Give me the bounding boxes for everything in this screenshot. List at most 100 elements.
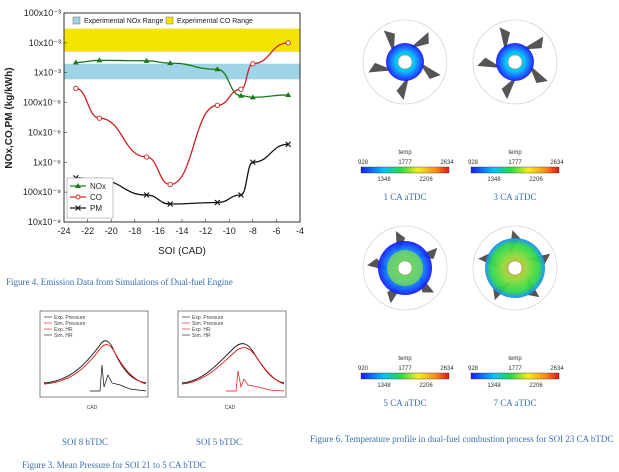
scale-tick-label: 2634: [550, 160, 564, 166]
data-point-co: [250, 61, 256, 67]
pressure-legend-label: Exp. HR: [54, 327, 73, 333]
panel-label: 1 CA aTDC: [383, 192, 426, 202]
y-axis-title: NOx,CO,PM (kg/kWh): [4, 67, 15, 168]
x-tick-label: -8: [249, 226, 257, 236]
temperature-panel: temp 920 1777 2634 1348 2206 5 CA aTDC: [358, 225, 454, 408]
scale-tick-label: 2206: [419, 383, 433, 389]
svg-text:CAD: CAD: [225, 405, 236, 411]
temperature-panel: temp 928 1777 2634 1348 2206 7 CA aTDC: [468, 225, 564, 408]
x-tick-label: -16: [152, 226, 165, 236]
pressure-legend-label: Exp. Pressure: [54, 315, 86, 321]
panel-label: 7 CA aTDC: [493, 398, 536, 408]
scale-tick-label: 1777: [398, 160, 412, 166]
panel-label: 3 CA aTDC: [493, 192, 536, 202]
data-point-nox: [238, 92, 244, 98]
x-tick-label: -20: [105, 226, 118, 236]
pressure-legend-label: Exp. Pressure: [192, 315, 224, 321]
scale-tick-label: 2634: [550, 366, 564, 372]
scale-tick-label: 1777: [508, 160, 522, 166]
data-point-co: [96, 115, 103, 121]
scale-tick-label: 1348: [377, 383, 391, 389]
scale-title: temp: [508, 150, 522, 156]
x-tick-label: -18: [128, 226, 141, 236]
x-tick-label: -12: [199, 226, 212, 236]
x-axis-title: SOI (CAD): [158, 246, 206, 257]
legend-label-co: CO: [90, 193, 102, 202]
nox-range-legend-label: Experimental NOx Range: [84, 18, 163, 25]
data-point-pm: [214, 199, 221, 206]
data-point-nox: [143, 57, 150, 63]
panel-label: 5 CA aTDC: [383, 398, 426, 408]
scale-tick-label: 2206: [529, 383, 543, 389]
band-co-range: [64, 28, 300, 52]
figure-3-caption: Figure 3. Mean Pressure for SOI 21 to 5 …: [22, 460, 206, 470]
x-tick-label: -4: [296, 226, 304, 236]
x-tick-label: -10: [223, 226, 236, 236]
pressure-legend-label: Sim. HR: [54, 333, 73, 339]
left-pressure-label: SOI 8 bTDC: [62, 437, 109, 447]
scale-title: temp: [398, 356, 412, 362]
scale-tick-label: 928: [358, 160, 369, 166]
y-tick-label: 10x10⁻⁶: [28, 127, 61, 137]
band-nox-range: [64, 63, 300, 80]
temperature-color-bar: [470, 372, 560, 380]
left-pressure-curve-black: [43, 340, 147, 384]
data-point-nox: [72, 59, 79, 65]
data-point-pm: [167, 201, 174, 207]
y-tick-label: 100x10⁻⁶: [23, 98, 61, 108]
temperature-color-bar: [360, 372, 450, 380]
series-legend: [66, 177, 114, 219]
pressure-legend-label: Sim. Pressure: [192, 321, 224, 327]
temperature-color-bar: [470, 166, 560, 174]
scale-tick-label: 920: [358, 366, 369, 372]
co-range-legend-label: Experimental CO Range: [177, 18, 253, 25]
y-tick-label: 1x10⁻³: [34, 68, 61, 78]
data-point-pm: [238, 192, 244, 198]
data-point-pm: [249, 159, 256, 166]
scale-tick-label: 1777: [398, 366, 412, 372]
scale-tick-label: 928: [468, 160, 479, 166]
data-point-pm: [285, 141, 292, 148]
scale-title: temp: [398, 150, 412, 156]
temperature-color-bar: [360, 166, 450, 174]
figure-4-caption: Figure 4. Emission Data from Simulations…: [6, 277, 233, 287]
temperature-profile-figure: temp 928 1777 2634 1348 2206 1 CA aTDC temp 928 1…: [358, 19, 564, 408]
scale-title: temp: [508, 356, 522, 362]
y-tick-label: 100x10⁻⁹: [23, 187, 61, 197]
right-hr-curve: [226, 370, 285, 392]
y-tick-label: 10x10⁻⁹: [28, 217, 61, 227]
scale-tick-label: 928: [468, 366, 479, 372]
left-pressure-plot: [39, 310, 149, 398]
emission-chart: 100x10⁻³ 10x10⁻³ 1x10⁻³ 100x10⁻⁶ 10x10⁻⁶ 1x10…: [4, 8, 304, 257]
temperature-panel: temp 928 1777 2634 1348 2206 3 CA aTDC: [468, 19, 564, 202]
left-pressure-curve-red: [43, 344, 147, 385]
data-point-co: [167, 181, 173, 188]
data-point-nox: [249, 94, 256, 100]
data-point-co: [285, 40, 291, 46]
data-point-co: [238, 86, 244, 92]
scale-tick-label: 2634: [440, 366, 454, 372]
data-point-nox: [214, 66, 221, 72]
nox-range-legend-swatch: [72, 16, 81, 25]
data-point-nox: [285, 91, 292, 97]
scale-tick-label: 1777: [508, 366, 522, 372]
pressure-legend-label: Exp. HR: [192, 327, 211, 333]
scale-tick-label: 2206: [419, 177, 433, 183]
x-tick-label: -22: [81, 226, 94, 236]
data-point-co: [143, 154, 150, 160]
y-tick-label: 10x10⁻³: [29, 38, 61, 48]
data-point-nox: [167, 60, 174, 66]
y-tick-label: 100x10⁻³: [24, 8, 61, 18]
data-point-nox: [96, 57, 103, 63]
data-point-co: [73, 85, 79, 91]
right-pressure-label: SOI 5 bTDC: [196, 437, 243, 447]
temperature-panel: temp 928 1777 2634 1348 2206 1 CA aTDC: [358, 19, 454, 202]
svg-text:CAD: CAD: [87, 405, 98, 411]
series-line-co: [75, 42, 289, 186]
scale-tick-label: 2634: [440, 160, 454, 166]
left-hr-curve: [90, 364, 147, 392]
right-pressure-curve-red: [181, 347, 285, 385]
data-point-co: [214, 102, 221, 108]
scale-tick-label: 1348: [487, 383, 501, 389]
